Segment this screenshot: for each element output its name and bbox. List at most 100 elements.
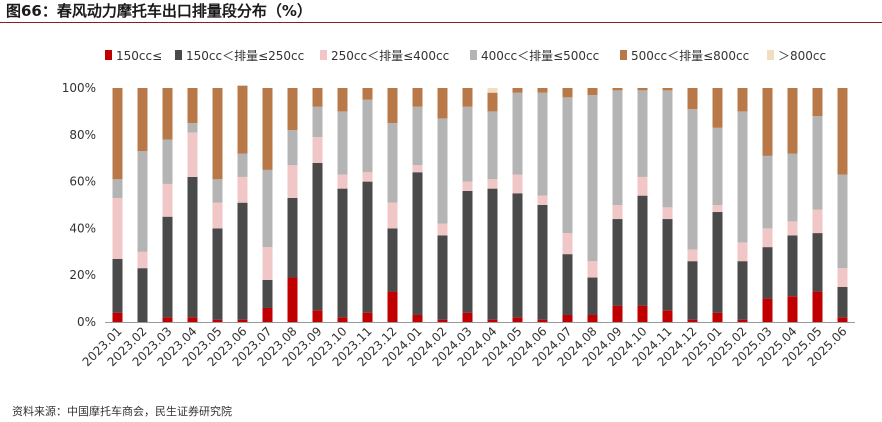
bar-segment xyxy=(762,155,773,229)
bar-segment xyxy=(262,307,273,322)
bar-segment xyxy=(512,92,523,175)
bar-segment xyxy=(737,261,748,320)
bar-segment xyxy=(137,268,148,322)
title-divider xyxy=(0,22,882,23)
bar-segment xyxy=(762,228,773,248)
bar-segment xyxy=(637,195,648,306)
bar-segment xyxy=(812,209,823,234)
bar-segment xyxy=(337,88,348,112)
bar-segment xyxy=(812,291,823,322)
bar-segment xyxy=(487,88,498,93)
x-axis: 2023.012023.022023.032023.042023.052023.… xyxy=(80,322,855,369)
bar-segment xyxy=(287,165,298,198)
bar-segment xyxy=(712,88,723,128)
bar-segment xyxy=(312,106,323,138)
y-tick-label: 80% xyxy=(69,128,96,142)
bar-segment xyxy=(487,188,498,320)
bar-segment xyxy=(337,174,348,189)
bar-segment xyxy=(762,298,773,322)
source-note: 资料来源：中国摩托车商会，民生证券研究院 xyxy=(12,405,232,418)
bar-segment xyxy=(562,233,573,255)
bar-segment xyxy=(487,111,498,180)
bar-segment xyxy=(787,221,798,236)
bar-segment xyxy=(262,247,273,280)
bar-segment xyxy=(362,88,373,100)
bar-segment xyxy=(162,88,173,140)
legend-swatch xyxy=(320,50,327,60)
bar-segment xyxy=(387,123,398,203)
bar-segment xyxy=(112,197,123,259)
bar-segment xyxy=(562,88,573,98)
bar-segment xyxy=(687,109,698,250)
bar-segment xyxy=(162,216,173,318)
bar-segment xyxy=(412,314,423,322)
bar-segment xyxy=(437,223,448,236)
bar-segment xyxy=(162,139,173,184)
bar-segment xyxy=(837,317,848,322)
bar-segment xyxy=(187,176,198,318)
bar-segment xyxy=(487,319,498,322)
bar-segment xyxy=(287,277,298,322)
bar-segment xyxy=(237,153,248,177)
bar-segment xyxy=(537,195,548,205)
bar-segment xyxy=(612,305,623,322)
legend-item: 400cc＜排量≤500cc xyxy=(470,49,599,63)
bar-segment xyxy=(462,190,473,313)
bar-segment xyxy=(387,291,398,322)
bar-segment xyxy=(412,165,423,173)
bar-segment xyxy=(562,97,573,234)
bar-segment xyxy=(687,261,698,320)
bar-segment xyxy=(137,88,148,152)
legend-item: ＞800cc xyxy=(767,49,826,63)
chart-legend: 150cc≤ 150cc＜排量≤250cc 250cc＜排量≤400cc 400cc＜… xyxy=(105,49,826,63)
bar-segment xyxy=(712,312,723,322)
bar-segment xyxy=(762,88,773,156)
bar-segment xyxy=(212,228,223,320)
bar-segment xyxy=(487,92,498,112)
bar-segment xyxy=(112,88,123,180)
bar-segment xyxy=(162,317,173,322)
bar-segment xyxy=(212,202,223,229)
bar-segment xyxy=(737,319,748,322)
bar-segment xyxy=(112,258,123,313)
bar-segment xyxy=(437,88,448,119)
bar-segment xyxy=(212,319,223,322)
legend-label: ＞800cc xyxy=(778,49,826,63)
legend-swatch xyxy=(620,50,627,60)
bar-segment xyxy=(837,286,848,318)
bar-segment xyxy=(787,296,798,322)
bar-segment xyxy=(312,310,323,322)
bar-segment xyxy=(587,314,598,322)
bar-segment xyxy=(637,305,648,322)
bar-segment xyxy=(612,88,623,91)
y-tick-label: 40% xyxy=(69,221,96,235)
bar-segment xyxy=(787,235,798,297)
bar-segment xyxy=(637,90,648,177)
bar-segment xyxy=(762,247,773,299)
y-tick-label: 100% xyxy=(62,81,96,95)
bar-segment xyxy=(512,317,523,322)
bar-segment xyxy=(437,235,448,320)
bar-segment xyxy=(587,95,598,262)
bar-segment xyxy=(237,176,248,203)
bar-segment xyxy=(637,176,648,196)
bar-segment xyxy=(212,88,223,180)
bar-segment xyxy=(287,88,298,131)
bar-segment xyxy=(662,88,673,91)
bar-segment xyxy=(387,228,398,292)
bar-segment xyxy=(837,88,848,175)
bar-segment xyxy=(537,319,548,322)
bar-segment xyxy=(537,92,548,196)
legend-item: 500cc＜排量≤800cc xyxy=(620,49,749,63)
legend-swatch xyxy=(105,50,112,60)
legend-label: 500cc＜排量≤800cc xyxy=(631,49,749,63)
bar-segment xyxy=(662,219,673,311)
bar-segment xyxy=(537,205,548,320)
bar-segment xyxy=(812,116,823,210)
bar-segment xyxy=(112,312,123,322)
bar-segment xyxy=(812,88,823,117)
bar-segment xyxy=(212,179,223,203)
bar-segment xyxy=(587,88,598,96)
bar-segment xyxy=(312,88,323,107)
bar-segment xyxy=(612,205,623,220)
